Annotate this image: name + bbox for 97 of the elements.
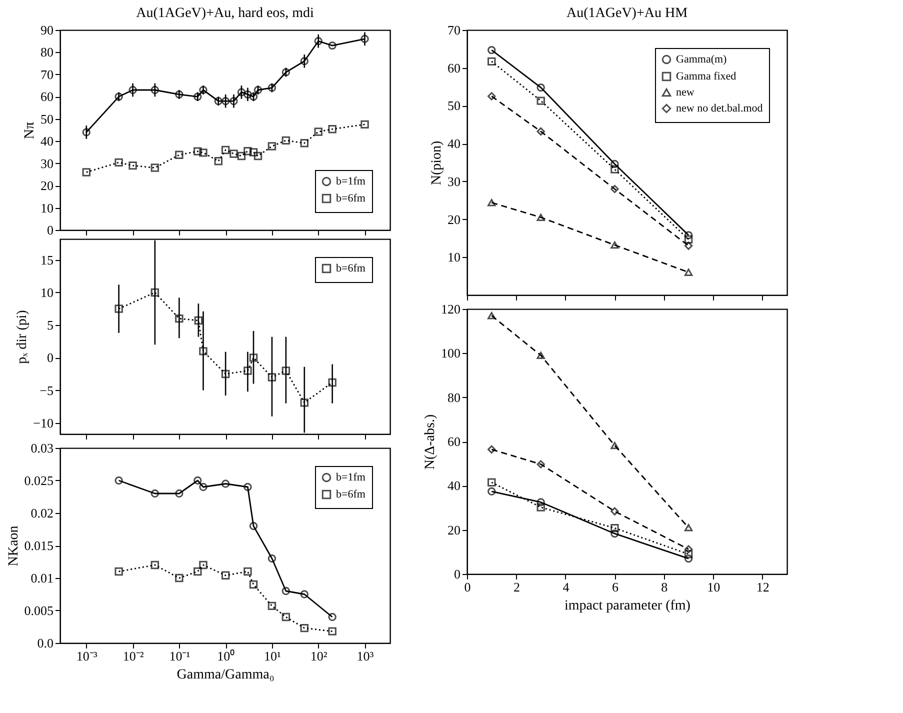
- x-axis-title: Gamma/Gamma₀: [176, 668, 274, 682]
- point: [684, 550, 693, 558]
- point: [684, 242, 693, 250]
- legend-label: b=6fm: [336, 192, 366, 204]
- y-tick-label: 40: [448, 478, 460, 494]
- y-tick-label: 80: [40, 44, 54, 60]
- y-axis-title: NKaon: [6, 526, 22, 566]
- y-axis-title: Nπ: [22, 122, 38, 140]
- y-tick-label: 10: [40, 284, 54, 300]
- point: [536, 83, 545, 92]
- y-tick-label: 5: [47, 318, 54, 333]
- y-tick-label: 0.02: [30, 506, 54, 520]
- x-tick-label: 10²: [310, 648, 328, 664]
- y-tick-label: −10: [33, 415, 54, 430]
- y-tick-label: 0: [47, 350, 54, 366]
- point: [684, 545, 693, 554]
- x-tick-label: 10⁻²: [122, 648, 144, 664]
- y-tick-label: 0: [47, 222, 54, 238]
- point: [488, 478, 496, 486]
- point: [610, 165, 619, 174]
- chart-title: Au(1AGeV)+Au, hard eos, mdi: [136, 6, 314, 21]
- point: [488, 198, 496, 206]
- y-tick-label: 30: [448, 174, 460, 189]
- chart-title: Au(1AGeV)+Au HM: [566, 6, 688, 21]
- y-axis-title: N(pion): [430, 140, 444, 186]
- y-tick-label: 40: [448, 136, 460, 152]
- x-tick-label: 12: [756, 580, 770, 594]
- point: [488, 92, 496, 100]
- point: [536, 96, 545, 105]
- y-tick-label: 70: [40, 66, 54, 82]
- legend-label: Gamma fixed: [676, 70, 737, 82]
- legend-label: Gamma(m): [676, 54, 728, 66]
- y-tick-label: 0.025: [24, 473, 54, 488]
- y-tick-label: 0.03: [30, 440, 54, 456]
- x-tick-label: 0: [464, 580, 471, 594]
- point: [536, 460, 545, 468]
- y-tick-label: 80: [448, 390, 460, 405]
- x-tick-label: 10⁰: [217, 648, 236, 664]
- point: [610, 442, 619, 450]
- x-tick-label: 2: [513, 580, 520, 594]
- point: [684, 524, 693, 532]
- y-tick-label: 0: [454, 566, 460, 582]
- x-tick-label: 10⁻³: [76, 648, 98, 664]
- point: [488, 57, 496, 66]
- y-tick-label: 0.005: [24, 603, 54, 618]
- legend-label: b=6fm: [336, 488, 366, 500]
- y-tick-label: 100: [441, 346, 460, 361]
- x-tick-label: 8: [661, 580, 668, 594]
- point: [610, 160, 619, 168]
- y-tick-label: 50: [448, 98, 460, 114]
- x-axis-title: impact parameter (fm): [564, 598, 691, 614]
- point: [536, 214, 545, 222]
- y-tick-label: 20: [40, 178, 54, 194]
- y-tick-label: −5: [40, 382, 54, 398]
- y-tick-label: 60: [448, 60, 460, 76]
- x-tick-label: 6: [612, 580, 619, 594]
- x-tick-label: 10⁻¹: [169, 648, 190, 664]
- y-tick-label: 0.0: [37, 636, 54, 650]
- point: [610, 524, 619, 532]
- point: [488, 445, 496, 454]
- y-axis-title: N(Δ-abs.): [423, 414, 438, 470]
- point: [610, 529, 619, 538]
- y-tick-label: 0.015: [24, 538, 54, 553]
- point: [536, 127, 545, 136]
- x-tick-label: 4: [562, 580, 570, 594]
- legend-label: b=1fm: [336, 176, 366, 188]
- y-tick-label: 30: [40, 156, 54, 171]
- text: b=6fm: [336, 262, 366, 274]
- y-tick-label: 15: [40, 252, 54, 268]
- y-tick-label: 20: [448, 522, 460, 538]
- point: [684, 235, 693, 244]
- legend-label: b=1fm: [336, 472, 366, 484]
- y-tick-label: 120: [441, 302, 460, 316]
- y-tick-label: 10: [40, 200, 54, 216]
- y-tick-label: 40: [40, 134, 54, 149]
- y-axis-title: pₓ dir (pi): [15, 310, 30, 364]
- point: [488, 312, 496, 320]
- y-tick-label: 60: [448, 434, 460, 449]
- x-tick-label: 10¹: [264, 648, 282, 664]
- legend-label: new no det.bal.mod: [676, 102, 764, 114]
- point: [610, 184, 619, 194]
- y-tick-label: 0.01: [30, 570, 54, 586]
- y-tick-label: 50: [40, 111, 54, 126]
- point: [610, 241, 619, 249]
- y-tick-label: 20: [448, 212, 460, 227]
- y-tick-label: 60: [40, 89, 54, 104]
- y-tick-label: 70: [448, 22, 460, 38]
- point: [536, 503, 545, 512]
- point: [536, 498, 545, 506]
- point: [684, 268, 693, 276]
- y-tick-label: 10: [448, 250, 460, 265]
- legend-label: new: [676, 86, 694, 98]
- x-tick-label: 10³: [356, 648, 374, 664]
- point: [536, 352, 545, 360]
- y-tick-label: 90: [40, 22, 54, 38]
- point: [610, 507, 619, 516]
- x-tick-label: 10: [707, 580, 720, 594]
